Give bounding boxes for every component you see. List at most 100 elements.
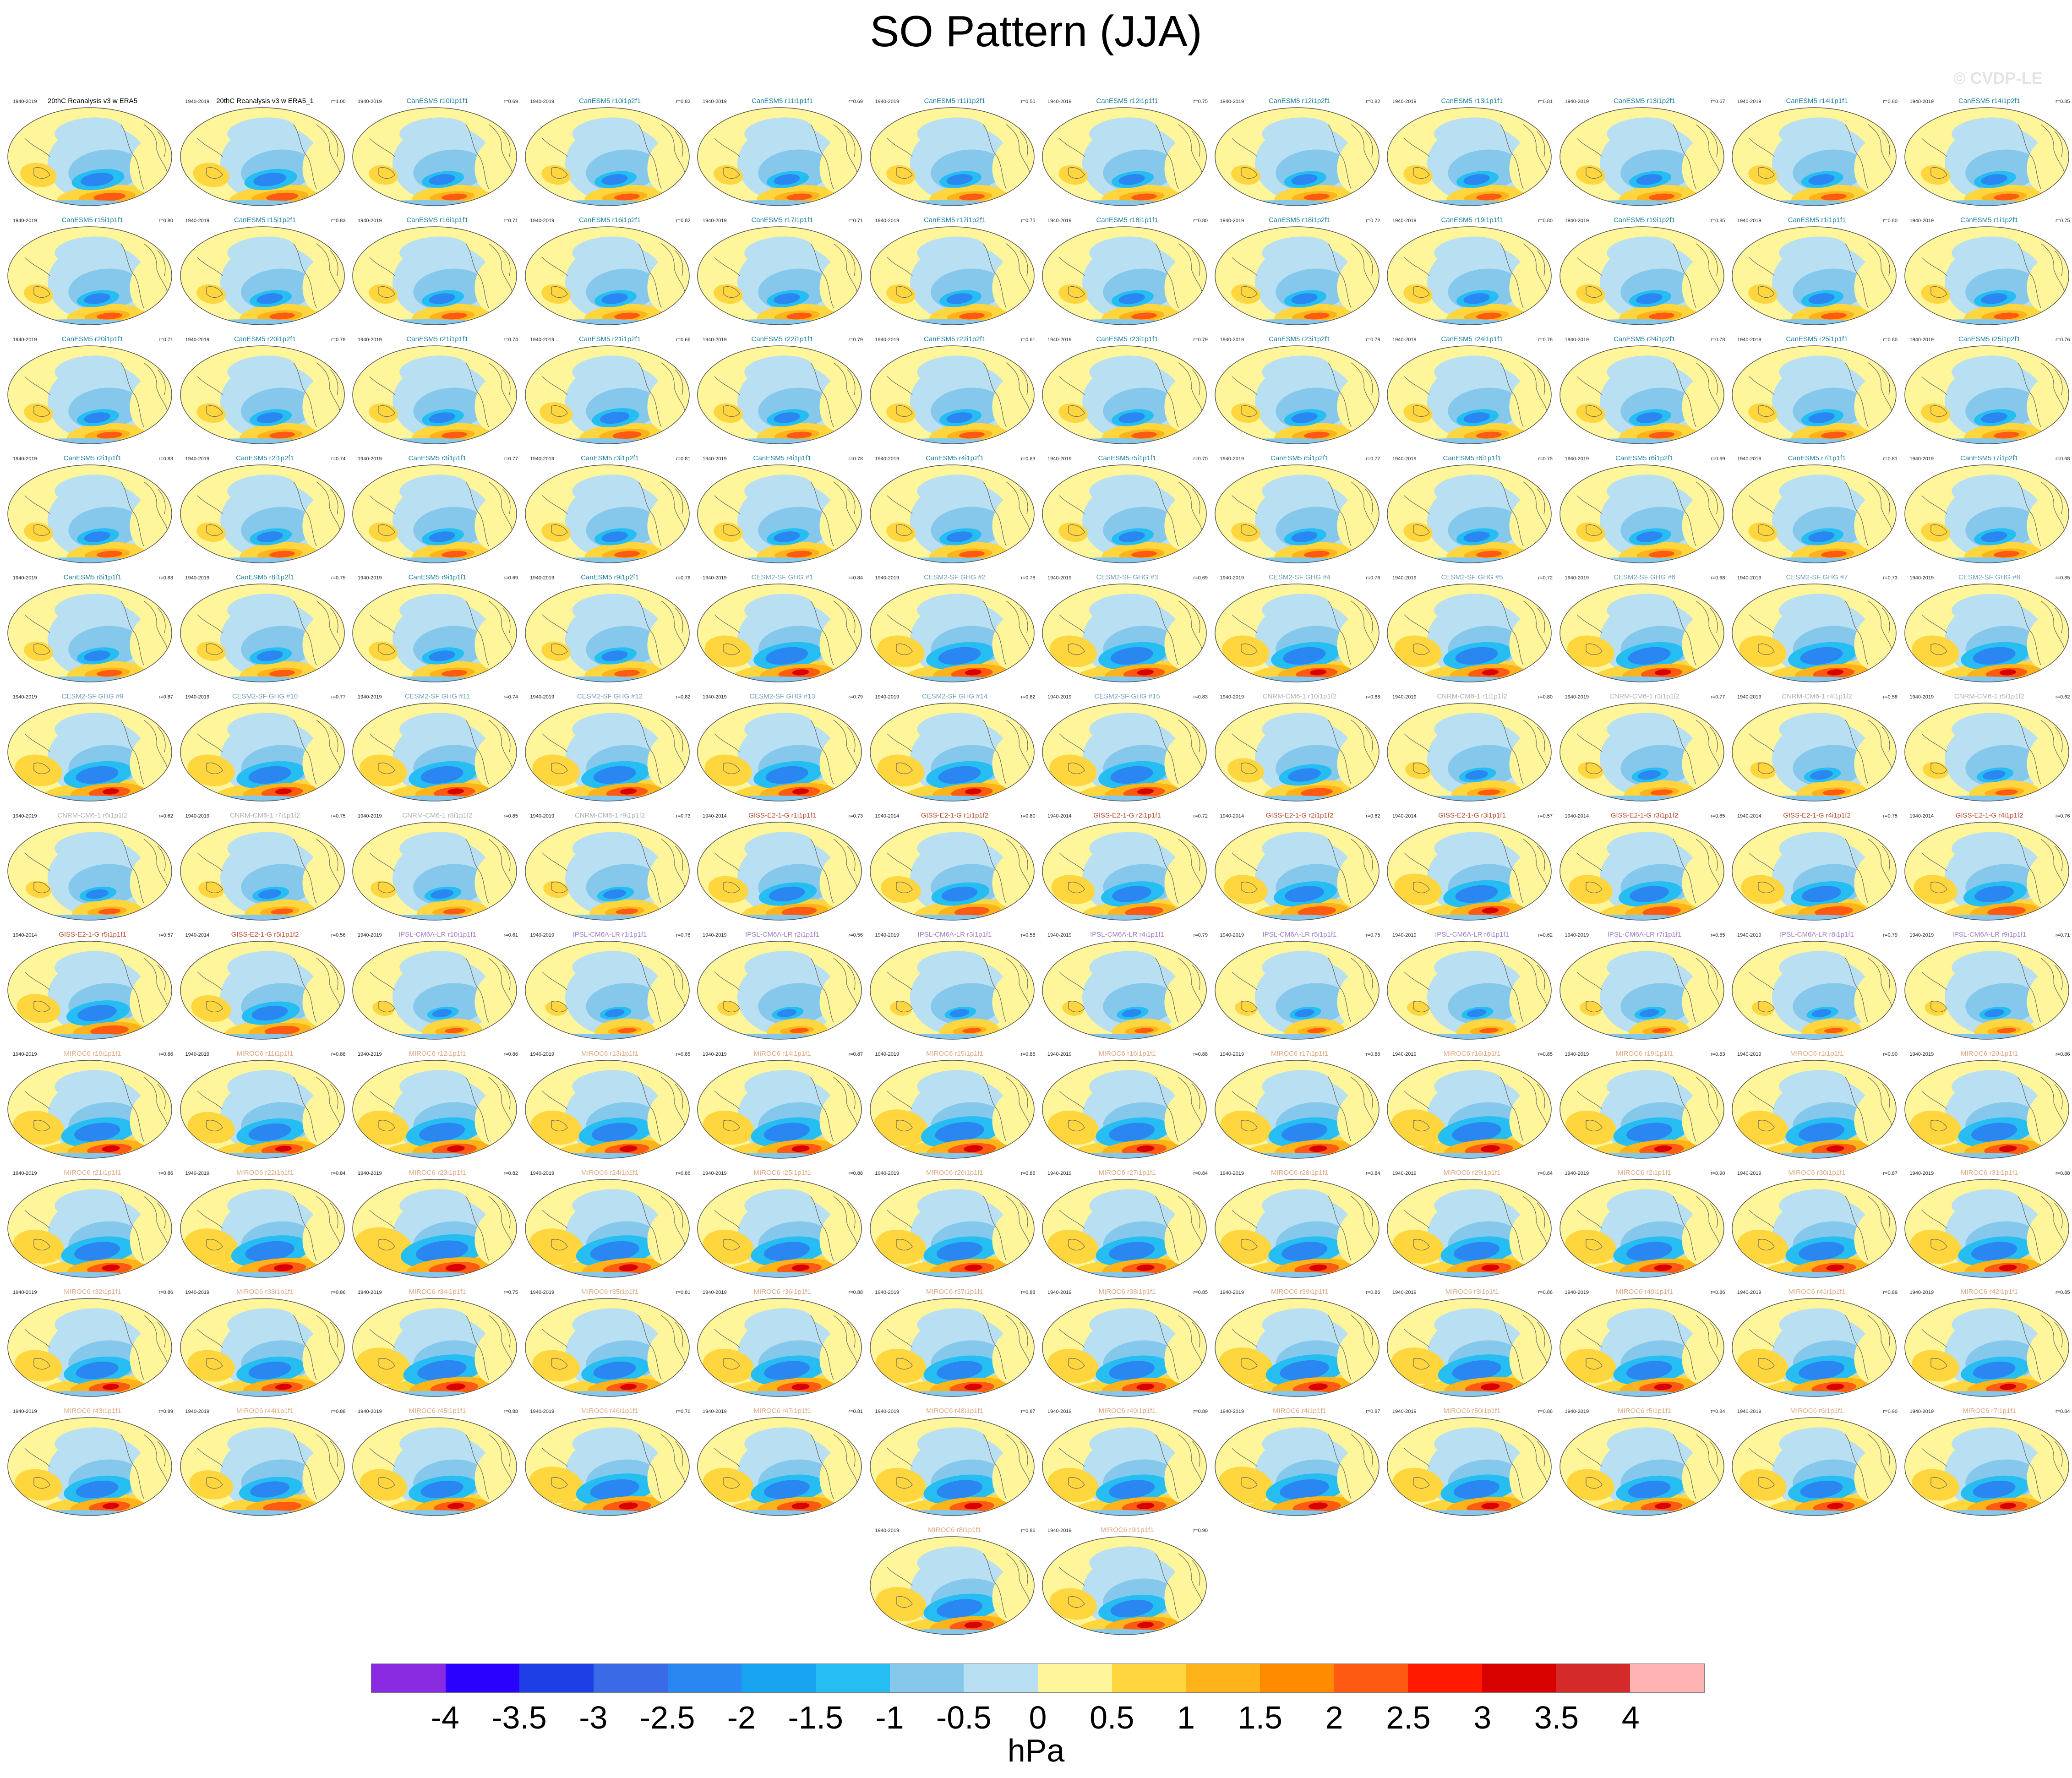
panel-title: CNRM-CM6-1 r1i1p1f2 (1437, 693, 1507, 700)
pattern-map (180, 703, 345, 802)
south-ring-core (1993, 312, 2019, 320)
atlantic-pos (1681, 972, 1724, 1027)
map-outline (180, 107, 345, 206)
coastline (1749, 124, 1892, 189)
southern-neg-core (1452, 1360, 1501, 1381)
map-outline (7, 1298, 172, 1397)
panel-period: 1940-2019 (185, 1290, 210, 1295)
pattern-map (180, 107, 345, 206)
atlantic-pos (2026, 1210, 2069, 1265)
map-outline (524, 1179, 690, 1278)
panel-title: MIROC6 r15i1p1f1 (926, 1050, 984, 1058)
pattern-map (352, 107, 517, 206)
panel-title: GISS-E2-1-G r1i1p1f2 (921, 812, 989, 819)
atlantic-pos (302, 734, 344, 789)
panel-period: 1940-2019 (703, 99, 727, 104)
map-panel: 1940-2019 CanESM5 r19i1p2f1 r=0.85 (1559, 216, 1731, 335)
map-outline (1214, 107, 1380, 206)
map-panel: 1940-2019 MIROC6 r16i1p1f1 r=0.88 (1041, 1050, 1213, 1169)
map-outline (1559, 1417, 1724, 1516)
pattern-map (1214, 464, 1380, 563)
panel-period: 1940-2019 (875, 337, 900, 343)
atlantic-pos (130, 853, 172, 908)
north-neg (572, 1427, 641, 1456)
panel-title: CNRM-CM6-1 r4i1p1f2 (1782, 693, 1852, 700)
pattern-map (1214, 941, 1380, 1040)
map-panel: 1940-2019 CanESM5 r20i1p2f1 r=0.78 (179, 335, 351, 454)
north-neg (572, 474, 641, 503)
map-panel: 1940-2019 CESM2-SF GHG #15 r=0.83 (1041, 693, 1213, 812)
panel-title: MIROC6 r49i1p1f1 (1098, 1407, 1156, 1415)
panel-period: 1940-2019 (358, 1052, 382, 1057)
colorbar-tick-label: 2.5 (1386, 1700, 1431, 1735)
southern-neg-core (74, 1123, 120, 1142)
south-ring-core (1476, 431, 1502, 439)
panel-title: IPSL-CM6A-LR r5i1p1f1 (1262, 931, 1337, 938)
map-panel: 1940-2019 MIROC6 r33i1p1f1 r=0.86 (179, 1288, 351, 1407)
north-neg (744, 355, 813, 384)
north-neg (227, 1070, 296, 1098)
panel-period: 1940-2019 (358, 337, 382, 343)
south-ring-max (1998, 1264, 2017, 1271)
pattern-map (697, 584, 862, 682)
coastline (1232, 1196, 1375, 1261)
map-panel: 1940-2019 CanESM5 r4i1p1f1 r=0.78 (696, 454, 868, 573)
panel-period: 1940-2019 (703, 456, 727, 462)
map-panel: 1940-2019 CESM2-SF GHG #14 r=0.82 (869, 693, 1041, 812)
panel-correlation: r=0.84 (848, 575, 863, 581)
coastline (24, 124, 168, 189)
map-panel: 1940-2019 CanESM5 r23i1p1f1 r=0.79 (1041, 335, 1213, 454)
panel-period: 1940-2014 (703, 813, 727, 819)
north-neg (572, 713, 641, 741)
map-panel: 1940-2019 CanESM5 r14i1p2f1 r=0.85 (1903, 97, 2072, 216)
panel-period: 1940-2019 (1220, 337, 1244, 343)
map-outline (697, 1298, 862, 1397)
australia-pos (360, 754, 407, 786)
north-neg (1261, 1189, 1330, 1217)
map-outline (524, 822, 690, 921)
coastline (1059, 720, 1203, 785)
atlantic-pos (130, 972, 172, 1027)
south-ring-max (1481, 1383, 1500, 1391)
panel-correlation: r=0.86 (158, 1052, 174, 1057)
map-outline (1387, 941, 1552, 1040)
panel-correlation: r=0.62 (2056, 694, 2070, 700)
map-outline (869, 1298, 1035, 1397)
australia-pos (1223, 875, 1268, 904)
panel-correlation: r=0.80 (1883, 218, 1898, 224)
australia-pos (875, 1229, 927, 1264)
north-neg (55, 355, 123, 384)
map-panel: 1940-2019 CanESM5 r18i1p2f1 r=0.72 (1214, 216, 1386, 335)
coastline (887, 1196, 1031, 1261)
panel-period: 1940-2014 (1737, 813, 1761, 819)
map-panel: 1940-2019 CNRM-CM6-1 r8i1p1f2 r=0.85 (351, 812, 523, 931)
map-panel: 1940-2019 CanESM5 r9i1p2f1 r=0.76 (524, 573, 696, 693)
panel-period: 1940-2019 (1392, 1171, 1417, 1176)
panel-correlation: r=0.86 (1366, 1290, 1380, 1295)
map-outline (1042, 1417, 1207, 1516)
panel-period: 1940-2019 (1220, 575, 1244, 581)
panel-period: 1940-2019 (185, 456, 210, 462)
north-neg (1261, 1427, 1330, 1456)
australia-pos (717, 1001, 739, 1016)
panel-correlation: r=0.72 (1193, 813, 1208, 819)
southern-neg-core (1109, 1123, 1155, 1142)
southern-neg-core (1636, 412, 1663, 423)
map-outline (1559, 464, 1724, 563)
map-outline (352, 703, 517, 802)
panel-correlation: r=0.75 (1883, 813, 1898, 819)
coastline (1576, 600, 1720, 665)
pattern-map (697, 1179, 862, 1278)
north-neg (1606, 117, 1675, 146)
map-panel: 1940-2019 CESM2-SF GHG #7 r=0.73 (1731, 573, 1903, 693)
southern-neg-core (1467, 1009, 1487, 1017)
panel-title: GISS-E2-1-G r5i1p1f2 (231, 931, 299, 938)
south-ring-core (1993, 431, 2019, 439)
panel-correlation: r=0.88 (848, 1290, 863, 1295)
map-panel: 1940-2019 20thC Reanalysis v3 w ERA5 (6, 97, 179, 216)
australia-pos (191, 995, 231, 1022)
panel-correlation: r=0.73 (1883, 575, 1898, 581)
south-ring-core (959, 431, 985, 439)
map-outline (697, 584, 862, 682)
southern-neg-core (936, 1599, 982, 1618)
